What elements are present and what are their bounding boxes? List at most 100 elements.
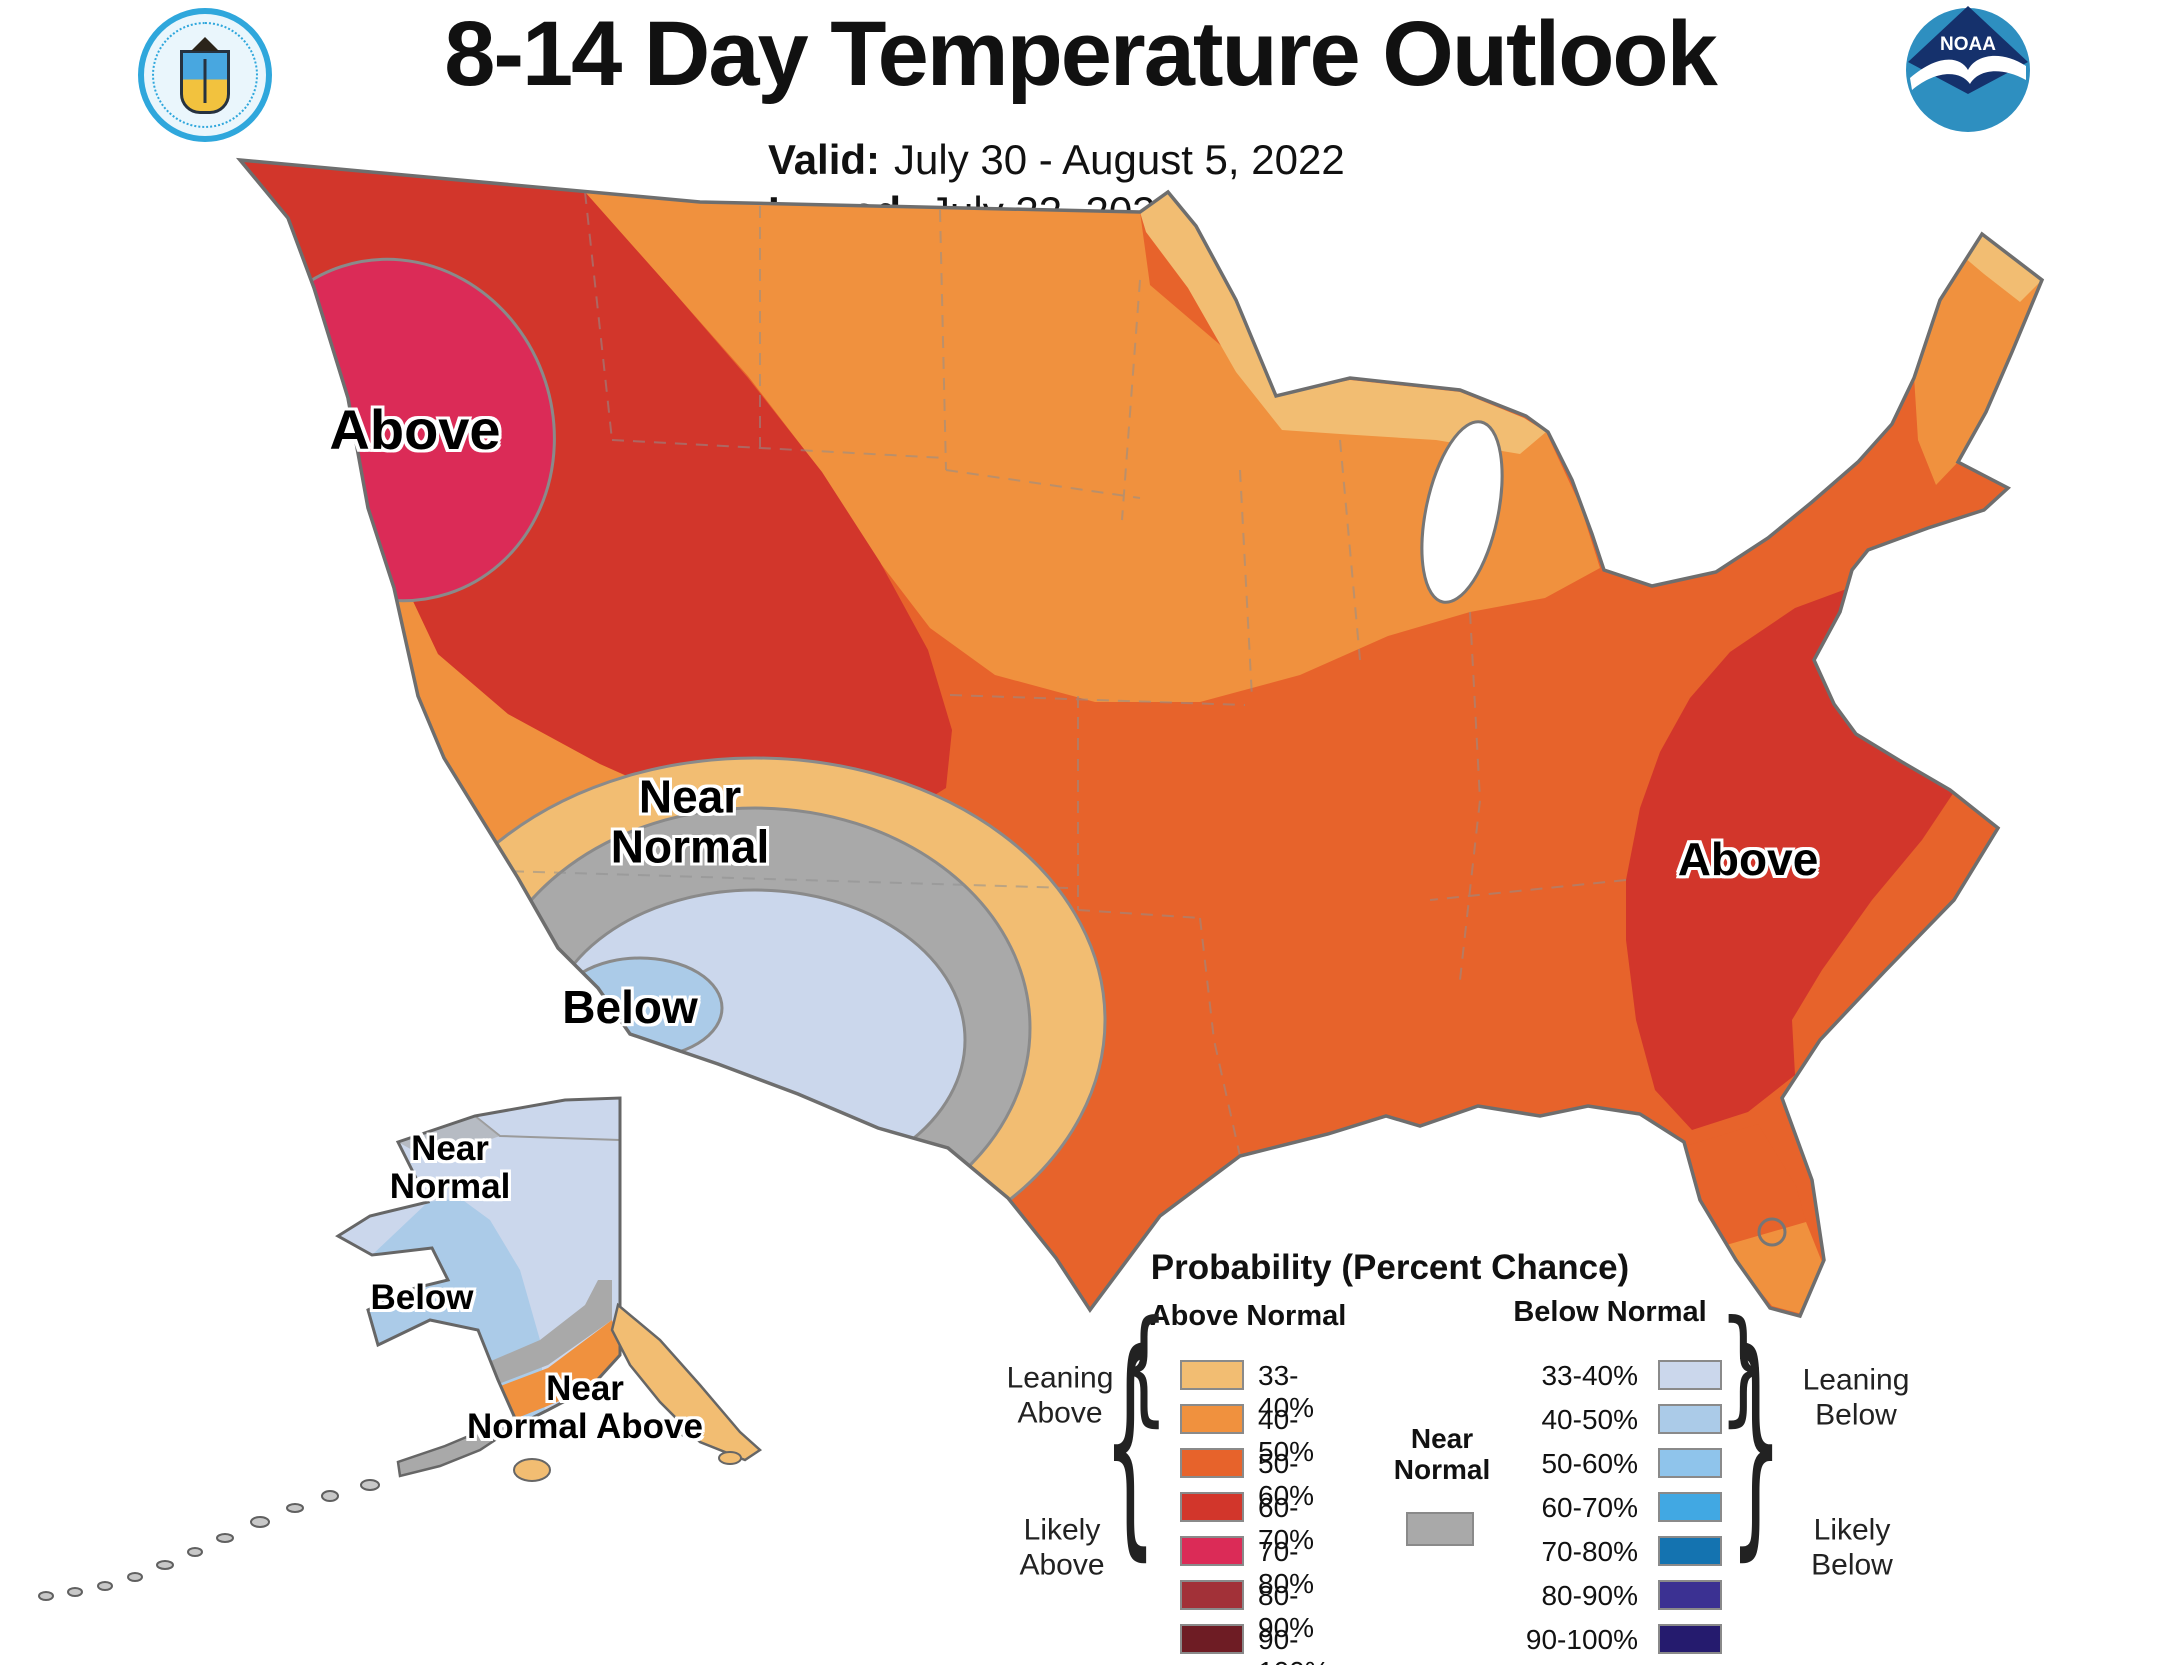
region-maine-40-50 <box>1914 234 2042 485</box>
group-leaning-above: Leaning Above <box>1007 1362 1114 1431</box>
range-label: 50-60% <box>1541 1448 1638 1479</box>
swatch-above-40-50 <box>1180 1404 1244 1434</box>
range-label: 60-70% <box>1258 1492 1315 1555</box>
swatch-below-70-80 <box>1658 1536 1722 1566</box>
swatch-below-40-50 <box>1658 1404 1722 1434</box>
label-sw-normal-line: Normal <box>610 820 770 872</box>
label-ak-nna-line1: Near <box>546 1369 624 1409</box>
swatch-near-normal <box>1406 1512 1474 1546</box>
swatch-above-33-40 <box>1180 1360 1244 1390</box>
legend-row-below: 33-40% <box>1500 1360 1722 1391</box>
group-line: Below <box>1811 1548 1893 1581</box>
group-line: Above <box>1017 1396 1103 1429</box>
conus-region-fills <box>240 160 2042 1316</box>
range-label: 40-50% <box>1258 1404 1315 1467</box>
range-label: 90-100% <box>1525 1624 1638 1655</box>
noaa-logo: NOAA <box>1906 6 2030 132</box>
legend-above-header: Above Normal <box>1149 1300 1347 1332</box>
state-boundaries <box>469 191 1627 1157</box>
valid-label: Valid: <box>768 136 881 183</box>
range-label: 33-40% <box>1541 1360 1638 1391</box>
aleutian-islands <box>38 1479 380 1601</box>
range-label: 80-90% <box>1541 1580 1638 1611</box>
brace-likely-below: } <box>1729 1308 1783 1584</box>
valid-value: July 30 - August 5, 2022 <box>894 136 1345 183</box>
label-sw-near-normal: Near Normal <box>611 772 769 871</box>
ak-region-above-33-40 <box>474 1320 620 1422</box>
label-ak-near-line: Near <box>411 1129 489 1169</box>
legend-row-below: 70-80% <box>1500 1536 1722 1567</box>
label-ak-normal-line: Normal <box>389 1167 511 1206</box>
kodiak-island <box>513 1458 551 1482</box>
ak-island <box>718 1451 742 1465</box>
group-line: Likely <box>1023 1513 1101 1547</box>
legend-row-below: 80-90% <box>1500 1580 1722 1611</box>
group-line: Below <box>1815 1398 1897 1431</box>
department-of-commerce-seal-logo <box>138 8 272 142</box>
range-label: 70-80% <box>1258 1536 1315 1599</box>
noaa-logo-text: NOAA <box>1940 34 1996 55</box>
label-ak-near-normal: Near Normal <box>390 1130 511 1206</box>
swatch-above-90-100 <box>1180 1624 1244 1654</box>
range-label: 70-80% <box>1541 1536 1638 1567</box>
brace-likely-above: { <box>1103 1308 1157 1584</box>
swatch-below-50-60 <box>1658 1448 1722 1478</box>
ak-region-near-normal <box>470 1280 612 1392</box>
swatch-above-80-90 <box>1180 1580 1244 1610</box>
legend-row-below: 50-60% <box>1500 1448 1722 1479</box>
label-sw-near-line: Near <box>638 770 742 823</box>
label-sw-below: Below <box>562 981 698 1034</box>
group-leaning-below: Leaning Below <box>1803 1364 1910 1433</box>
region-maine-tip-33-40 <box>1958 234 2042 302</box>
region-north-strip-33-40 <box>1140 192 1546 454</box>
label-se-above: Above <box>1677 833 1819 886</box>
ak-region-north-gray <box>398 1116 500 1160</box>
lake-okeechobee <box>1757 1217 1787 1247</box>
valid-line: Valid: July 30 - August 5, 2022 <box>768 134 1345 186</box>
swatch-above-50-60 <box>1180 1448 1244 1478</box>
label-ak-nna-line2: Normal Above <box>467 1407 703 1446</box>
alaska-outline <box>335 1096 622 1428</box>
ship-mast-icon <box>203 59 207 103</box>
near-line1: Near <box>1410 1423 1474 1454</box>
label-ak-below: Below <box>370 1278 474 1318</box>
range-label: 40-50% <box>1541 1404 1638 1435</box>
page-title: 8-14 Day Temperature Outlook <box>444 3 1718 105</box>
swatch-above-60-70 <box>1180 1492 1244 1522</box>
seal-ring <box>152 22 258 128</box>
range-label: 60-70% <box>1541 1492 1638 1523</box>
brace-leaning-below: } <box>1718 1296 1769 1440</box>
group-line: Leaning <box>1802 1363 1910 1397</box>
range-label: 80-90% <box>1258 1580 1315 1643</box>
seal-shield <box>180 37 230 114</box>
ak-panhandle <box>610 1302 763 1462</box>
legend-row-below: 60-70% <box>1500 1492 1722 1523</box>
lake-michigan <box>1420 420 1504 604</box>
swatch-below-80-90 <box>1658 1580 1722 1610</box>
legend-row-below: 90-100% <box>1500 1624 1722 1655</box>
range-label: 90-100% <box>1258 1624 1330 1665</box>
region-south-fl-40-50 <box>1716 1222 1822 1314</box>
group-line: Above <box>1019 1548 1105 1581</box>
legend-row-below: 40-50% <box>1500 1404 1722 1435</box>
eagle-icon <box>191 37 219 51</box>
swatch-below-90-100 <box>1658 1624 1722 1654</box>
swatch-below-33-40 <box>1658 1360 1722 1390</box>
outlook-map <box>38 157 2045 1601</box>
conus-outline <box>235 157 2045 1319</box>
swatch-above-70-80 <box>1180 1536 1244 1566</box>
brace-leaning-above: { <box>1118 1296 1169 1440</box>
region-north-band-40-50 <box>585 192 1600 702</box>
group-likely-below: Likely Below <box>1811 1514 1893 1583</box>
legend-near-normal-label: Near Normal <box>1393 1423 1491 1486</box>
group-likely-above: Likely Above <box>1019 1514 1104 1583</box>
near-line2: Normal <box>1393 1453 1491 1485</box>
group-line: Likely <box>1813 1513 1891 1547</box>
group-line: Leaning <box>1006 1361 1114 1395</box>
ak-peninsula <box>396 1423 519 1478</box>
legend-below-header: Below Normal <box>1513 1296 1707 1328</box>
range-label: 50-60% <box>1258 1448 1315 1511</box>
ak-island <box>677 1422 703 1438</box>
legend-title: Probability (Percent Chance) <box>1150 1248 1630 1287</box>
